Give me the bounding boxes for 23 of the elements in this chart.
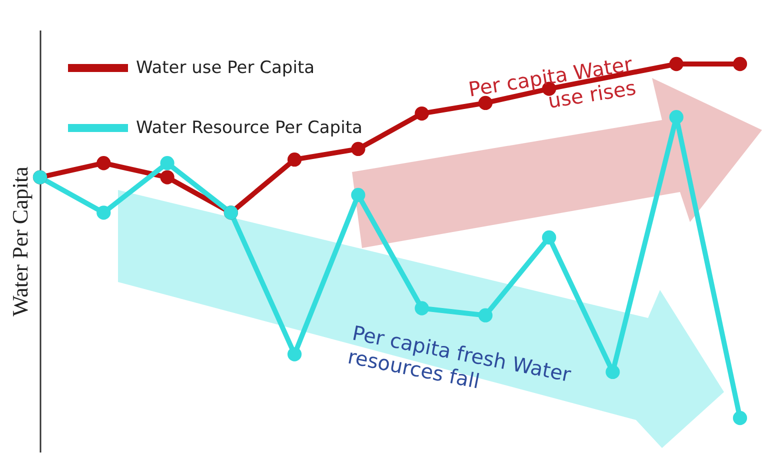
point xyxy=(96,206,111,220)
point xyxy=(669,56,684,72)
point xyxy=(414,106,429,121)
y-axis-title: Water Per Capita xyxy=(8,166,32,316)
point xyxy=(732,56,748,72)
point xyxy=(160,170,174,184)
point xyxy=(478,308,493,322)
point xyxy=(287,347,302,362)
point xyxy=(606,364,620,380)
annotation: Per capita Water use rises xyxy=(466,52,638,116)
point xyxy=(542,230,556,245)
legend-label: Water Resource Per Capita xyxy=(136,118,362,138)
legend-label: Water use Per Capita xyxy=(136,58,315,78)
point xyxy=(351,188,366,202)
point xyxy=(669,110,684,124)
point xyxy=(96,156,111,170)
point xyxy=(351,142,366,156)
point xyxy=(287,152,302,167)
point xyxy=(160,156,174,170)
point xyxy=(478,96,493,110)
point xyxy=(414,301,429,316)
point xyxy=(732,410,748,426)
annotation: Per capita fresh Water resources fall xyxy=(346,320,574,396)
